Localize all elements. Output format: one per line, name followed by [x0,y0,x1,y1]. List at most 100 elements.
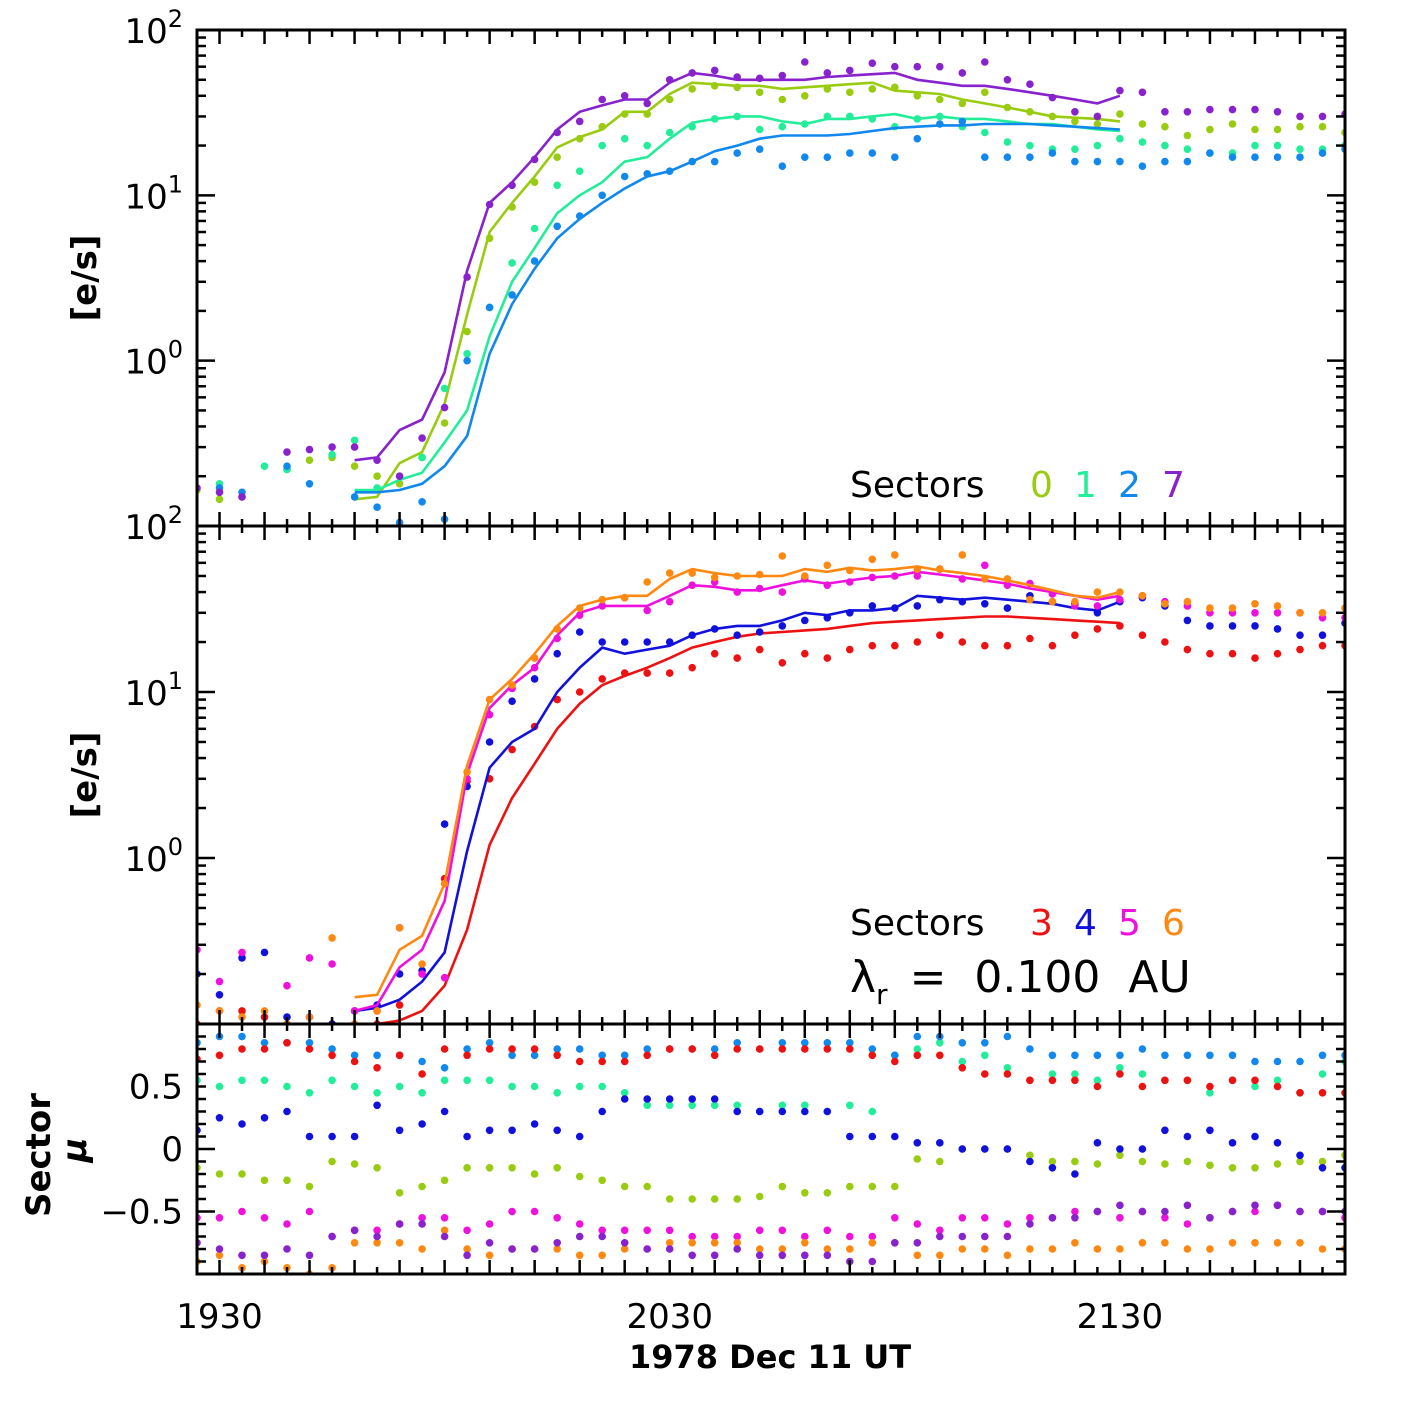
top-point-sector-0 [485,234,494,243]
bottom-point-sector-4 [1138,1145,1147,1153]
bottom-point-sector-1 [733,1101,741,1110]
bottom-point-sector-7 [1048,1214,1057,1222]
top-point-sector-0 [936,95,944,104]
bottom-point-sector-5 [1071,1207,1079,1216]
top-point-sector-2 [1116,157,1124,166]
x-tick-label-2130: 2130 [1077,1297,1164,1337]
top-point-sector-7 [418,434,426,442]
bottom-point-sector-2 [463,1045,471,1053]
top-point-sector-0 [823,85,832,93]
middle-point-sector-6 [778,552,787,560]
lambda-annotation: λr = 0.100 AU [850,952,1191,1011]
bottom-point-sector-4 [418,1120,426,1128]
bottom-point-sector-4 [1093,1139,1102,1147]
top-y-tick-label: 100 [124,336,183,383]
middle-point-sector-3 [846,645,854,654]
bottom-point-sector-0 [823,1189,832,1197]
bottom-point-sector-1 [1093,1076,1102,1085]
bottom-point-sector-2 [981,1039,989,1047]
bottom-point-sector-3 [598,1057,606,1066]
middle-point-sector-6 [1161,600,1169,608]
bottom-point-sector-7 [778,1251,787,1260]
bottom-point-sector-2 [350,1051,359,1060]
top-point-sector-7 [598,95,606,104]
bottom-point-sector-5 [710,1232,719,1241]
top-point-sector-0 [1093,120,1102,128]
top-point-sector-2 [418,498,426,506]
top-point-sector-0 [1228,120,1237,128]
bottom-point-sector-0 [305,1182,314,1191]
middle-point-sector-6 [733,572,741,580]
bottom-point-sector-4 [891,1132,899,1141]
bottom-point-sector-0 [1296,1157,1304,1166]
bottom-point-sector-4 [1206,1126,1214,1135]
bottom-point-sector-7 [1318,1207,1327,1216]
top-point-sector-2 [1251,153,1259,161]
middle-point-sector-4 [688,631,696,639]
bottom-point-sector-3 [643,1051,651,1060]
top-point-sector-0 [958,99,967,108]
bottom-point-sector-3 [418,1070,426,1078]
bottom-point-sector-6 [778,1245,787,1253]
bottom-point-sector-1 [981,1051,989,1060]
middle-point-sector-6 [846,566,854,575]
bottom-point-sector-4 [1048,1164,1057,1172]
top-point-sector-2 [1296,153,1304,161]
bottom-point-sector-4 [373,1101,381,1110]
bottom-point-sector-6 [755,1245,764,1253]
bottom-point-sector-3 [1296,1089,1304,1097]
top-point-sector-0 [1183,131,1192,140]
middle-point-sector-6 [936,565,944,573]
middle-point-sector-4 [508,697,516,705]
top-point-sector-1 [1296,145,1304,153]
bottom-point-sector-7 [350,1226,359,1235]
middle-point-sector-3 [1048,641,1057,650]
bottom-point-sector-5 [1161,1214,1169,1222]
bottom-point-sector-1 [238,1076,246,1085]
top-point-sector-7 [868,59,877,67]
bottom-point-sector-7 [1003,1232,1012,1241]
bottom-point-sector-2 [710,1045,719,1053]
bottom-point-sector-6 [823,1245,832,1253]
bottom-point-sector-5 [418,1214,426,1222]
bottom-point-sector-0 [778,1182,787,1191]
middle-point-sector-5 [846,578,854,586]
bottom-point-sector-0 [1048,1157,1057,1166]
bottom-point-sector-4 [1296,1151,1304,1160]
top-y-tick-label: 102 [124,5,183,52]
bottom-point-sector-2 [530,1051,539,1060]
top-point-sector-7 [1048,93,1057,102]
bottom-y-tick-label: 0.5 [129,1068,183,1108]
bottom-point-sector-0 [1206,1161,1214,1170]
top-point-sector-7 [823,69,832,77]
bottom-point-sector-2 [958,1039,967,1047]
middle-point-sector-5 [1251,609,1259,617]
bottom-point-sector-7 [395,1220,404,1228]
bottom-point-sector-3 [1048,1076,1057,1085]
bottom-point-sector-2 [508,1051,516,1060]
top-point-sector-2 [598,191,606,200]
top-point-sector-7 [508,181,516,190]
bottom-point-sector-0 [238,1170,246,1178]
bottom-point-sector-5 [868,1232,877,1241]
middle-point-sector-5 [733,588,741,596]
top-point-sector-2 [755,145,764,153]
middle-point-sector-4 [1183,616,1192,625]
bottom-point-sector-0 [553,1164,561,1172]
bottom-y-axis-mu: μ [55,1137,95,1163]
middle-point-sector-4 [868,602,877,610]
bottom-point-sector-7 [936,1232,944,1241]
bottom-point-sector-0 [1318,1157,1327,1166]
bottom-point-sector-4 [395,1126,404,1135]
middle-point-sector-5 [575,611,584,619]
bottom-point-sector-2 [328,1045,336,1053]
middle-point-sector-6 [913,565,922,573]
top-point-sector-1 [328,450,336,459]
middle-point-sector-6 [530,654,539,662]
top-point-sector-7 [981,58,989,66]
top-point-sector-0 [1318,122,1327,131]
bottom-point-sector-6 [1296,1239,1304,1247]
bottom-point-sector-6 [1048,1245,1057,1253]
bottom-point-sector-7 [305,1251,314,1260]
